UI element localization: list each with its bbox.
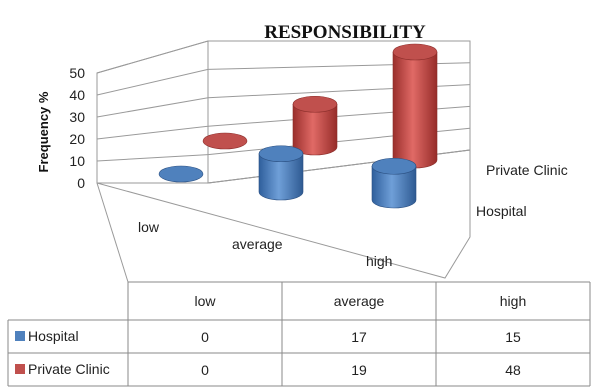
category-label-high: high bbox=[366, 253, 392, 269]
bar-hospital-high bbox=[371, 165, 417, 209]
side-wall bbox=[96, 40, 209, 184]
y-tick-labels: 0 10 20 30 40 50 bbox=[69, 65, 85, 191]
gridline-side-40 bbox=[96, 68, 209, 96]
series-label-hospital: Hospital bbox=[476, 203, 527, 219]
gridline-side-50 bbox=[96, 40, 209, 74]
bar-top-private-clinic-average bbox=[292, 95, 338, 113]
bar-top-private-clinic-high bbox=[392, 43, 438, 61]
data-table bbox=[7, 281, 591, 387]
front-left-edge bbox=[96, 182, 129, 283]
y-tick-label-40: 40 bbox=[69, 87, 85, 103]
table-row-label-private-clinic: Private Clinic bbox=[28, 361, 110, 377]
table-cell-private-clinic-low: 0 bbox=[201, 362, 209, 378]
gridline-side-30 bbox=[96, 97, 209, 118]
y-tick-label-20: 20 bbox=[69, 131, 85, 147]
table-cell-hospital-high: 15 bbox=[505, 329, 521, 345]
category-label-low: low bbox=[138, 219, 160, 235]
y-tick-label-0: 0 bbox=[77, 175, 85, 191]
table-header-average: average bbox=[334, 293, 385, 309]
table-cell-private-clinic-high: 48 bbox=[505, 362, 521, 378]
bar-top-private-clinic-low bbox=[202, 132, 248, 150]
gridline-side-10 bbox=[96, 154, 209, 162]
y-tick-label-30: 30 bbox=[69, 109, 85, 125]
y-axis-label: Frequency % bbox=[36, 91, 51, 172]
y-tick-label-50: 50 bbox=[69, 65, 85, 81]
chart-title: RESPONSIBILITY bbox=[264, 22, 426, 43]
table-values: 0 17 15 0 19 48 bbox=[201, 329, 521, 378]
category-label-average: average bbox=[232, 236, 283, 252]
table-header-low: low bbox=[194, 293, 216, 309]
bar-top-hospital-average bbox=[258, 145, 304, 163]
table-row-label-hospital: Hospital bbox=[28, 328, 79, 344]
table-cell-hospital-low: 0 bbox=[201, 329, 209, 345]
series-label-private-clinic: Private Clinic bbox=[486, 162, 568, 178]
bar-private-clinic-high bbox=[392, 51, 438, 169]
legend-key-private-clinic bbox=[15, 364, 25, 374]
bar-top-hospital-low bbox=[158, 165, 204, 183]
legend-key-hospital bbox=[15, 331, 25, 341]
y-tick-label-10: 10 bbox=[69, 153, 85, 169]
table-header-high: high bbox=[500, 293, 526, 309]
bar-top-hospital-high bbox=[371, 157, 417, 175]
table-cell-hospital-average: 17 bbox=[351, 329, 367, 345]
bar-hospital-average bbox=[258, 153, 304, 201]
table-cell-private-clinic-average: 19 bbox=[351, 362, 367, 378]
bars bbox=[158, 43, 438, 209]
gridline-side-20 bbox=[96, 125, 209, 140]
